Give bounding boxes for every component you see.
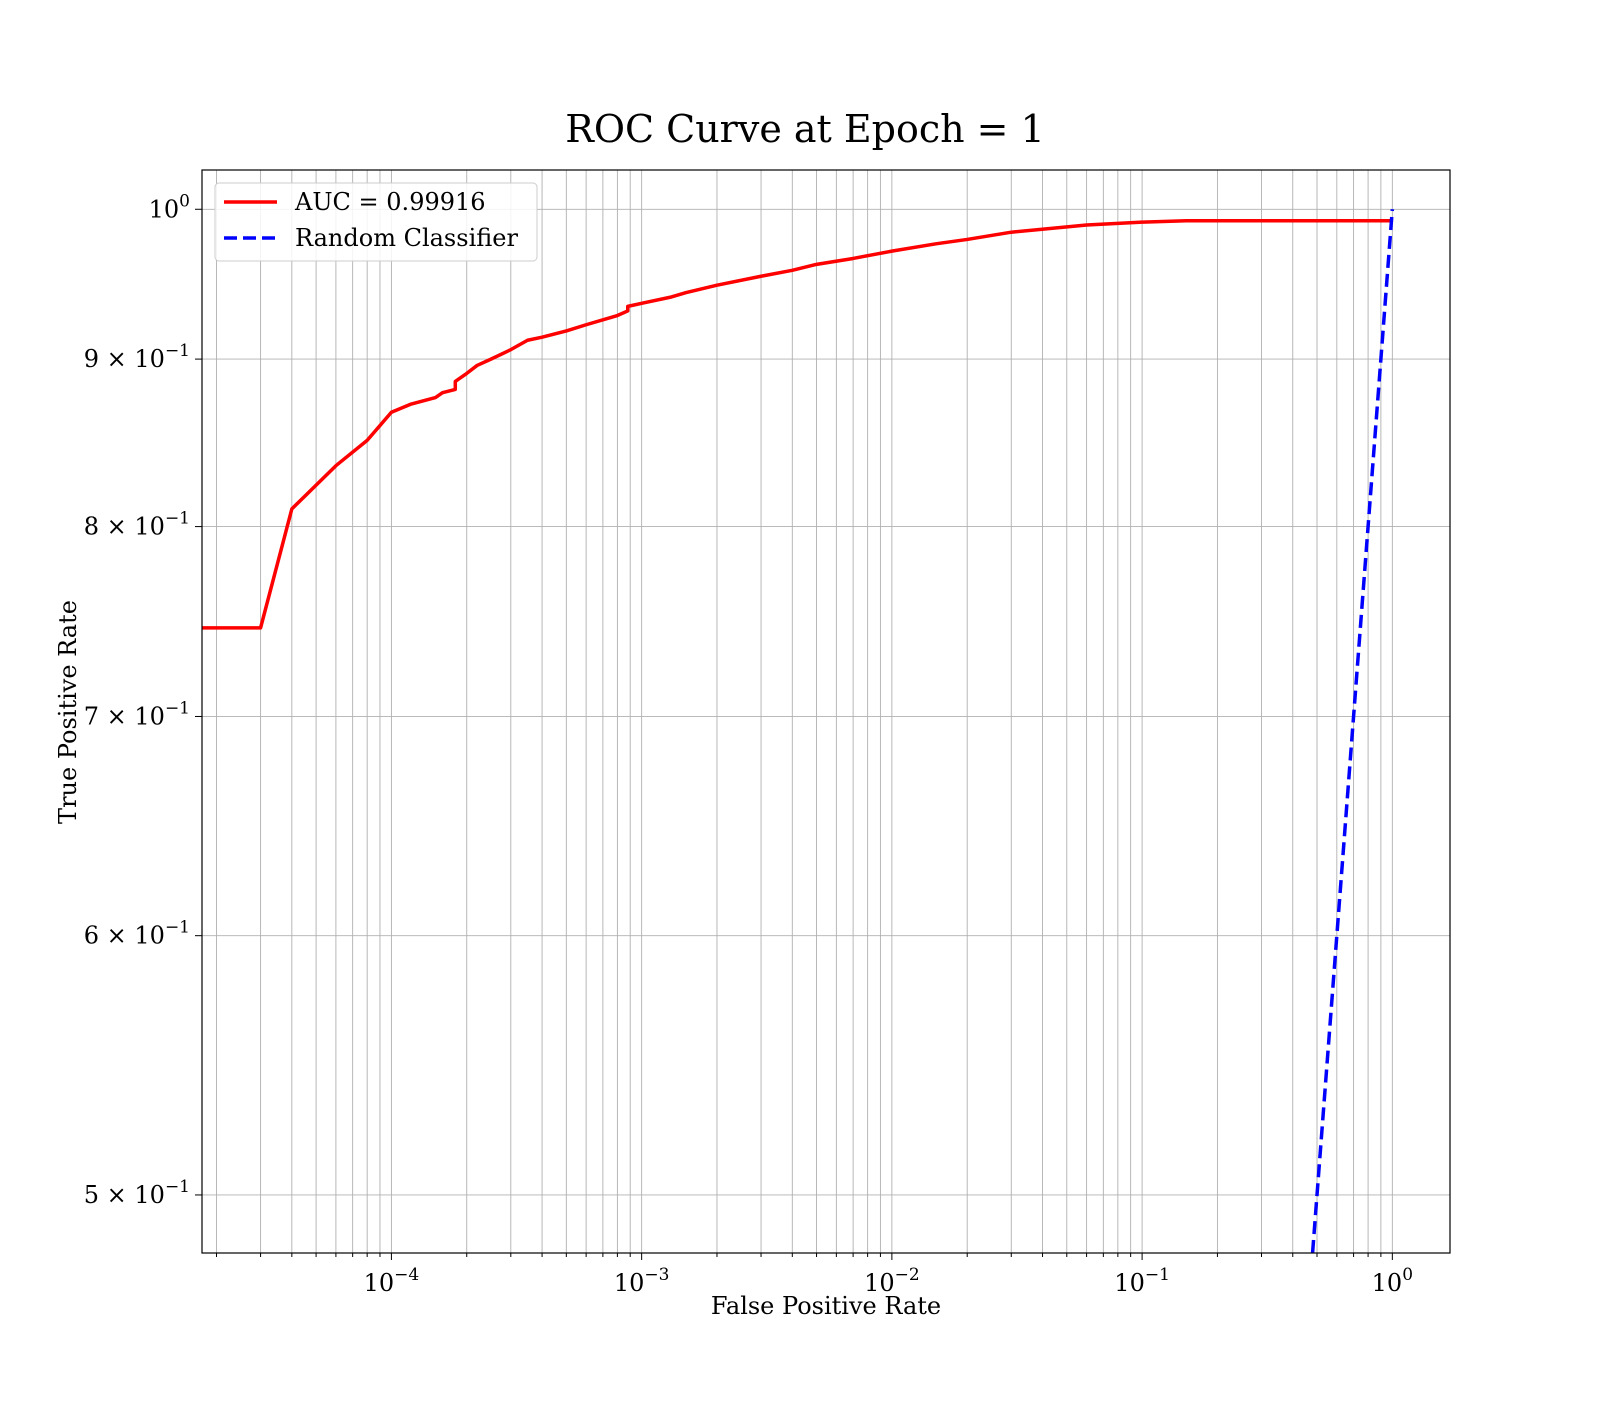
y-tick-label: 8 × 10−1 <box>84 509 190 541</box>
y-tick-exponent: 0 <box>179 191 190 211</box>
x-tick-label: 10−1 <box>1114 1265 1170 1297</box>
random-classifier-line <box>1310 209 1395 1253</box>
y-tick-label: 7 × 10−1 <box>84 698 190 730</box>
legend: AUC = 0.99916 Random Classifier <box>214 182 538 262</box>
x-tick-label: 100 <box>1372 1265 1413 1297</box>
x-tick-label: 10−3 <box>614 1265 670 1297</box>
y-tick-base: 7 × 10 <box>84 702 165 730</box>
y-tick-exponent: −1 <box>165 341 190 361</box>
y-tick-label: 100 <box>149 191 190 223</box>
y-tick-exponent: −1 <box>165 1177 190 1197</box>
grid-layer <box>202 170 1450 1253</box>
y-tick-base: 6 × 10 <box>84 922 165 950</box>
x-tick-exponent: −1 <box>1145 1265 1170 1285</box>
legend-label: AUC = 0.99916 <box>294 188 486 216</box>
y-tick-exponent: −1 <box>165 698 190 718</box>
x-tick-base: 10 <box>1372 1269 1403 1297</box>
legend-label: Random Classifier <box>295 224 518 252</box>
x-tick-base: 10 <box>364 1269 395 1297</box>
y-tick-exponent: −1 <box>165 509 190 529</box>
y-axis-label: True Positive Rate <box>54 600 82 824</box>
roc-curve-line <box>202 218 1393 630</box>
x-tick-base: 10 <box>614 1269 645 1297</box>
y-tick-label: 9 × 10−1 <box>84 341 190 373</box>
x-axis-label: False Positive Rate <box>711 1292 941 1320</box>
x-tick-base: 10 <box>864 1269 895 1297</box>
x-tick-exponent: −2 <box>895 1265 920 1285</box>
chart-title: ROC Curve at Epoch = 1 <box>565 107 1045 151</box>
series-layer <box>202 209 1395 1253</box>
y-tick-base: 10 <box>149 195 180 223</box>
y-tick-exponent: −1 <box>165 918 190 938</box>
y-tick-base: 5 × 10 <box>84 1181 165 1209</box>
x-tick-label: 10−4 <box>364 1265 420 1297</box>
y-tick-label: 5 × 10−1 <box>84 1177 190 1209</box>
legend-box <box>214 182 538 262</box>
x-tick-exponent: 0 <box>1402 1265 1413 1285</box>
x-tick-exponent: −3 <box>644 1265 669 1285</box>
y-tick-label: 6 × 10−1 <box>84 918 190 950</box>
x-tick-exponent: −4 <box>394 1265 419 1285</box>
y-tick-base: 9 × 10 <box>84 345 165 373</box>
x-tick-label: 10−2 <box>864 1265 920 1297</box>
plot-area-frame <box>201 169 1451 1254</box>
x-tick-base: 10 <box>1114 1269 1145 1297</box>
y-tick-base: 8 × 10 <box>84 513 165 541</box>
